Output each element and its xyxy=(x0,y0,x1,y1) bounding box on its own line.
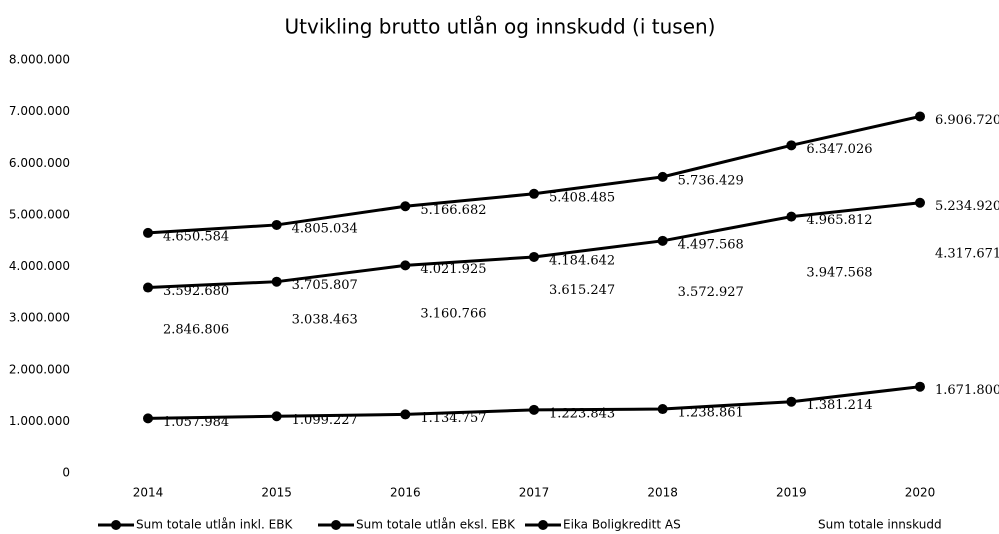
data-label: 4.805.034 xyxy=(292,221,358,236)
x-tick-label: 2016 xyxy=(390,486,421,500)
data-point xyxy=(271,411,282,422)
y-tick-label: 1.000.000 xyxy=(9,414,70,428)
data-point xyxy=(657,171,668,182)
y-tick-label: 4.000.000 xyxy=(9,259,70,273)
legend-label: Sum totale utlån inkl. EBK xyxy=(136,518,293,532)
data-label: 4.650.584 xyxy=(163,229,229,244)
x-tick-label: 2020 xyxy=(905,486,936,500)
data-label: 4.317.671 xyxy=(935,247,999,262)
data-label: 1.381.214 xyxy=(806,398,872,413)
data-label: 1.057.984 xyxy=(163,415,229,430)
data-point xyxy=(271,219,282,230)
data-label: 6.906.720 xyxy=(935,113,999,128)
data-point xyxy=(786,396,797,407)
data-point xyxy=(271,276,282,287)
x-tick-label: 2019 xyxy=(776,486,807,500)
data-point xyxy=(786,211,797,222)
data-label: 4.021.925 xyxy=(420,262,486,277)
data-label: 3.947.568 xyxy=(806,266,872,281)
y-tick-label: 7.000.000 xyxy=(9,104,70,118)
data-point xyxy=(529,251,539,262)
y-tick-label: 3.000.000 xyxy=(9,311,70,325)
data-label: 3.705.807 xyxy=(292,278,358,293)
y-tick-label: 8.000.000 xyxy=(9,53,70,67)
legend-marker xyxy=(331,520,341,530)
data-label: 3.615.247 xyxy=(549,283,615,298)
data-point xyxy=(529,188,539,199)
chart-title: Utvikling brutto utlån og innskudd (i tu… xyxy=(285,15,716,39)
y-tick-label: 0 xyxy=(62,466,70,480)
x-tick-label: 2018 xyxy=(647,486,678,500)
data-label: 1.223.843 xyxy=(549,406,615,421)
data-point xyxy=(657,235,668,246)
data-point xyxy=(400,409,411,420)
data-point xyxy=(915,381,925,392)
data-label: 2.846.806 xyxy=(163,323,229,338)
data-label: 5.736.429 xyxy=(678,173,744,188)
data-label: 1.134.757 xyxy=(420,411,486,426)
data-point xyxy=(400,201,411,212)
data-label: 4.497.568 xyxy=(678,237,744,252)
legend-marker xyxy=(111,520,121,530)
data-point xyxy=(143,282,153,293)
data-label: 5.234.920 xyxy=(935,199,999,214)
data-label: 5.166.682 xyxy=(420,203,486,218)
legend-label: Eika Boligkreditt AS xyxy=(563,518,681,532)
data-label: 3.572.927 xyxy=(678,285,744,300)
y-tick-label: 6.000.000 xyxy=(9,156,70,170)
data-point xyxy=(143,227,153,238)
data-point xyxy=(400,260,411,271)
y-tick-label: 5.000.000 xyxy=(9,207,70,221)
data-label: 4.184.642 xyxy=(549,253,615,268)
data-label: 4.965.812 xyxy=(806,213,872,228)
data-point xyxy=(786,140,797,151)
data-point xyxy=(143,413,153,424)
data-label: 1.238.861 xyxy=(678,406,744,421)
data-point xyxy=(915,111,925,122)
data-label: 1.671.800 xyxy=(935,383,999,398)
data-label: 6.347.026 xyxy=(806,142,872,157)
data-label: 5.408.485 xyxy=(549,190,615,205)
data-point xyxy=(915,197,925,208)
legend-label: Sum totale utlån eksl. EBK xyxy=(356,518,516,532)
data-point xyxy=(657,404,668,415)
legend-marker xyxy=(538,520,548,530)
data-label: 3.038.463 xyxy=(292,313,358,328)
data-label: 3.592.680 xyxy=(163,284,229,299)
x-tick-label: 2014 xyxy=(133,486,164,500)
legend-label: Sum totale innskudd xyxy=(818,518,942,532)
data-point xyxy=(529,404,539,415)
y-tick-label: 2.000.000 xyxy=(9,362,70,376)
data-label: 3.160.766 xyxy=(420,306,486,321)
data-label: 1.099.227 xyxy=(292,413,358,428)
x-tick-label: 2015 xyxy=(261,486,292,500)
x-tick-label: 2017 xyxy=(519,486,550,500)
